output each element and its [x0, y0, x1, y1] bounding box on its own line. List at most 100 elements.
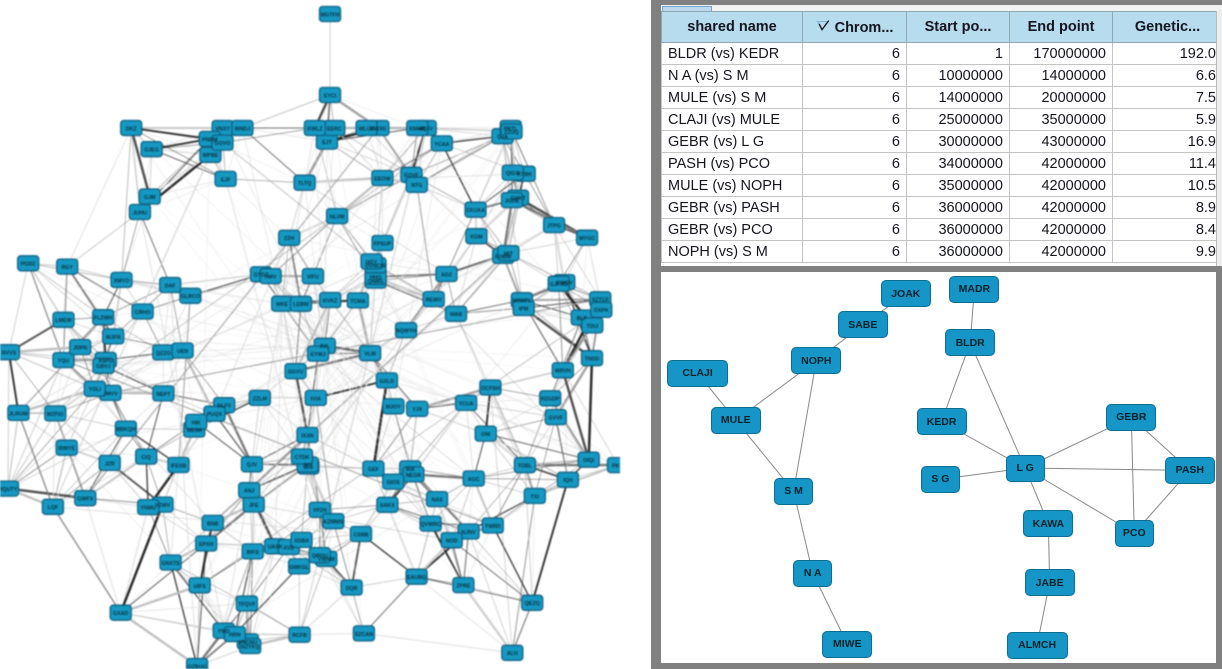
svg-text:TLTQ: TLTQ	[298, 181, 311, 187]
svg-text:WNDJ: WNDJ	[235, 126, 251, 132]
svg-text:JGDE: JGDE	[505, 199, 520, 205]
svg-text:MKE: MKE	[276, 302, 288, 308]
svg-text:JTPG: JTPG	[547, 224, 561, 230]
svg-text:TFQVF: TFQVF	[238, 602, 256, 608]
svg-text:IFESB: IFESB	[171, 463, 187, 469]
svg-text:IXXN: IXXN	[301, 433, 314, 439]
svg-text:HMV: HMV	[265, 275, 277, 281]
svg-text:MIT: MIT	[504, 252, 514, 258]
svg-text:YPZH: YPZH	[313, 508, 327, 514]
svg-text:JFE: JFE	[249, 503, 259, 509]
svg-text:RQUTY: RQUTY	[0, 487, 18, 493]
svg-text:ADZ: ADZ	[441, 272, 453, 278]
svg-text:HIK: HIK	[192, 420, 201, 426]
svg-text:KVKZ: KVKZ	[323, 298, 338, 304]
svg-text:ANJ: ANJ	[244, 489, 255, 495]
svg-text:ZZLM: ZZLM	[253, 396, 268, 402]
svg-text:JZR: JZR	[105, 461, 115, 467]
svg-text:IVIA: IVIA	[311, 396, 321, 402]
svg-text:GWFX: GWFX	[77, 497, 93, 503]
svg-text:JPY: JPY	[303, 463, 313, 469]
svg-text:OJEG: OJEG	[144, 148, 159, 154]
svg-text:XMYO: XMYO	[114, 278, 130, 284]
svg-text:OIQI: OIQI	[583, 458, 595, 464]
svg-text:XVD: XVD	[283, 545, 294, 551]
svg-text:NLVM: NLVM	[330, 215, 345, 221]
svg-text:GJM: GJM	[144, 195, 156, 201]
svg-text:NOD: NOD	[446, 539, 458, 545]
svg-text:YMD: YMD	[218, 629, 230, 635]
svg-text:YCUA: YCUA	[459, 401, 474, 407]
svg-text:TWRD: TWRD	[485, 524, 501, 530]
svg-text:NRWFL: NRWFL	[512, 299, 532, 305]
svg-text:EAUBQ: EAUBQ	[407, 575, 426, 581]
svg-text:NEPT: NEPT	[156, 392, 171, 398]
svg-text:OXPK: OXPK	[594, 308, 609, 314]
svg-text:HHQ: HHQ	[370, 275, 382, 281]
svg-text:QJV: QJV	[247, 463, 258, 469]
svg-text:JDPN: JDPN	[73, 346, 87, 352]
svg-text:NEGR: NEGR	[406, 473, 421, 479]
svg-text:MZFIO: MZFIO	[47, 412, 63, 418]
svg-text:DLFV: DLFV	[217, 404, 231, 410]
svg-text:WAB: WAB	[450, 312, 463, 318]
svg-text:GLRCO: GLRCO	[181, 294, 200, 300]
svg-text:EJT: EJT	[322, 140, 332, 146]
svg-text:EPXH: EPXH	[199, 542, 214, 548]
svg-text:WRVH: WRVH	[555, 369, 571, 375]
svg-text:TNDD: TNDD	[585, 357, 600, 363]
svg-text:FLZWH: FLZWH	[94, 316, 113, 322]
svg-text:NVVS: NVVS	[2, 351, 17, 357]
svg-text:LEBW: LEBW	[293, 302, 309, 308]
svg-text:GXAD: GXAD	[113, 611, 128, 617]
svg-text:RCFB: RCFB	[292, 633, 307, 639]
svg-text:MGTFH: MGTFH	[321, 12, 340, 18]
svg-text:KGM: KGM	[470, 235, 483, 241]
svg-text:CTDK: CTDK	[295, 455, 310, 461]
svg-text:ZPRE: ZPRE	[456, 584, 471, 590]
svg-text:UASK: UASK	[268, 545, 283, 551]
svg-text:GVVF: GVVF	[549, 416, 564, 422]
svg-text:EYWJ: EYWJ	[311, 352, 326, 358]
svg-text:WLUR: WLUR	[359, 126, 375, 132]
svg-text:IIVL: IIVL	[320, 344, 330, 350]
svg-text:MJOY: MJOY	[386, 405, 401, 411]
svg-text:CKUXA: CKUXA	[466, 208, 485, 214]
svg-text:ZZUQ: ZZUQ	[504, 130, 518, 136]
svg-text:GEF: GEF	[368, 467, 380, 473]
svg-text:QVWRC: QVWRC	[420, 522, 440, 528]
svg-text:PGDZ: PGDZ	[21, 262, 36, 268]
svg-text:IPM: IPM	[519, 306, 529, 312]
svg-text:SZCAN: SZCAN	[355, 632, 373, 638]
svg-text:ONI: ONI	[481, 432, 491, 438]
svg-text:RGY: RGY	[61, 265, 73, 271]
svg-text:MYGC: MYGC	[579, 236, 595, 242]
svg-text:WJFR: WJFR	[106, 335, 121, 341]
svg-text:NZYKQ: NZYKQ	[241, 644, 260, 650]
svg-text:EYCI: EYCI	[324, 93, 337, 99]
svg-text:GMKGL: GMKGL	[289, 565, 309, 571]
svg-text:ZZH: ZZH	[284, 236, 294, 242]
svg-text:CIQ: CIQ	[141, 455, 150, 461]
svg-text:HZGDP: HZGDP	[541, 397, 560, 403]
svg-text:VIFU: VIFU	[307, 275, 319, 281]
svg-text:XZTCF: XZTCF	[592, 298, 610, 304]
svg-text:DAF: DAF	[165, 283, 177, 289]
svg-text:QBOU: QBOU	[312, 554, 328, 560]
svg-text:EJF: EJF	[221, 177, 231, 183]
svg-text:IQH: IQH	[563, 478, 573, 484]
svg-text:PUQX: PUQX	[207, 412, 222, 418]
svg-text:TDIJ: TDIJ	[587, 324, 599, 330]
svg-text:UIFS: UIFS	[194, 584, 207, 590]
svg-text:KMHR: KMHR	[409, 126, 425, 132]
svg-text:CRHO: CRHO	[135, 310, 151, 316]
svg-text:GOVO: GOVO	[215, 141, 231, 147]
svg-text:BIFS: BIFS	[247, 550, 260, 556]
svg-text:GJFXD: GJFXD	[550, 282, 568, 288]
svg-text:ALH: ALH	[507, 651, 518, 657]
svg-text:EEOW: EEOW	[374, 176, 390, 182]
svg-text:YJX: YJX	[412, 407, 422, 413]
svg-text:GNXTS: GNXTS	[161, 561, 180, 567]
svg-text:NTG: NTG	[411, 183, 422, 189]
svg-text:FPSUP: FPSUP	[374, 241, 392, 247]
